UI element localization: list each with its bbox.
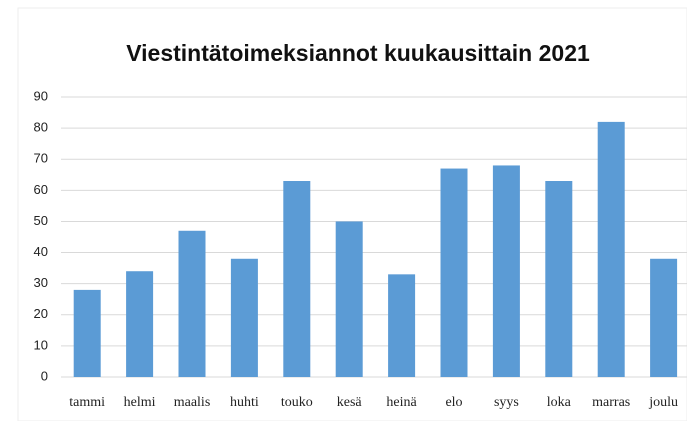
bar	[545, 181, 573, 377]
chart-title: Viestintätoimeksiannot kuukausittain 202…	[126, 40, 590, 66]
x-tick-label: syys	[494, 395, 519, 410]
x-tick-label: elo	[445, 395, 462, 410]
bar	[283, 181, 311, 377]
bar	[440, 168, 468, 377]
y-tick-label: 20	[34, 306, 48, 321]
bar	[73, 289, 101, 377]
bar	[335, 221, 363, 377]
bar	[126, 271, 154, 377]
y-tick-label: 40	[34, 244, 48, 259]
x-tick-label: tammi	[69, 395, 105, 410]
x-tick-label: loka	[547, 395, 572, 410]
bar	[230, 258, 258, 377]
y-tick-label: 70	[34, 151, 48, 166]
bar	[492, 165, 520, 377]
x-tick-label: touko	[281, 395, 313, 410]
bar	[650, 258, 678, 377]
y-tick-label: 30	[34, 275, 48, 290]
x-tick-label: helmi	[124, 395, 156, 410]
x-tick-label: kesä	[337, 395, 363, 410]
bar	[388, 274, 416, 377]
y-tick-label: 10	[34, 337, 48, 352]
x-tick-label: heinä	[386, 395, 417, 410]
bar	[597, 121, 625, 377]
y-tick-label: 60	[34, 182, 48, 197]
y-tick-label: 80	[34, 120, 48, 135]
y-tick-label: 0	[41, 368, 48, 383]
x-tick-label: marras	[592, 395, 630, 410]
y-tick-label: 50	[34, 213, 48, 228]
y-tick-label: 90	[34, 88, 48, 103]
x-tick-label: joulu	[648, 395, 678, 410]
x-tick-label: maalis	[174, 395, 211, 410]
x-tick-label: huhti	[230, 395, 259, 410]
bar	[178, 230, 206, 377]
